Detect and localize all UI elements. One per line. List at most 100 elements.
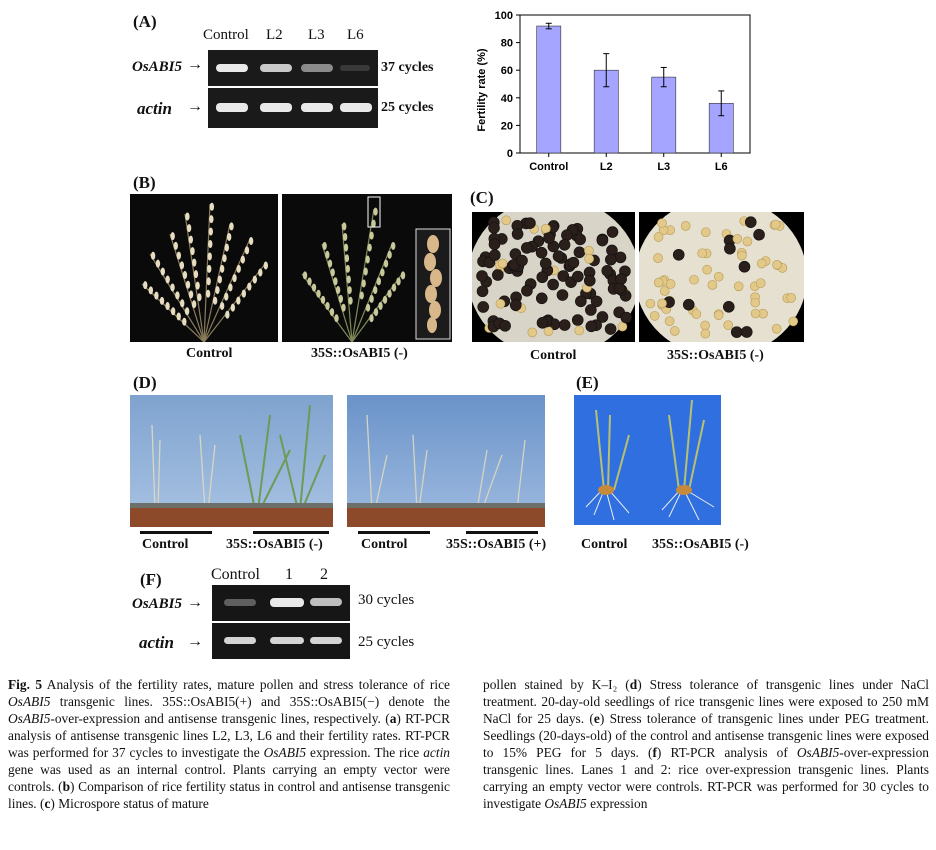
seed bbox=[206, 264, 212, 273]
panel-b-caption-antisense: 35S::OsABI5 (-) bbox=[311, 346, 408, 361]
pollen-grain bbox=[476, 270, 488, 282]
y-tick-label: 60 bbox=[501, 65, 513, 77]
x-tick-label: L3 bbox=[657, 161, 670, 173]
lane-label-l6: L6 bbox=[347, 27, 364, 43]
pollen-grain bbox=[572, 270, 584, 283]
pollen-grain bbox=[645, 298, 656, 309]
gel-band bbox=[224, 637, 256, 644]
seed bbox=[185, 212, 190, 221]
caption-text: e bbox=[593, 711, 600, 726]
caption-text: actin bbox=[423, 745, 450, 760]
seed bbox=[365, 303, 371, 312]
pollen-grain bbox=[604, 323, 617, 335]
seed bbox=[225, 310, 230, 319]
y-tick-label: 0 bbox=[507, 148, 513, 160]
peg-photo bbox=[574, 395, 721, 525]
caption-text: ) Comparison of rice fertility status in… bbox=[8, 779, 450, 811]
gel-band bbox=[301, 64, 333, 72]
pollen-grain bbox=[682, 298, 695, 311]
panel-d-caption-control-2: Control bbox=[361, 537, 408, 552]
pollen-grain bbox=[488, 238, 501, 251]
pollen-grain bbox=[543, 326, 554, 337]
seed bbox=[224, 292, 229, 301]
seed bbox=[380, 268, 385, 277]
pollen-grain bbox=[511, 228, 524, 240]
pollen-grain bbox=[536, 317, 549, 329]
seed bbox=[376, 277, 381, 286]
panel-f-label: (F) bbox=[140, 570, 162, 589]
seed bbox=[224, 243, 229, 252]
seedling-illustration bbox=[130, 404, 333, 527]
caption-text: pollen stained by K–I₂ ( bbox=[483, 677, 630, 692]
seed bbox=[175, 291, 180, 300]
pollen-grain bbox=[585, 320, 598, 333]
gel-row-actin bbox=[212, 623, 350, 659]
seed bbox=[182, 271, 188, 280]
seed bbox=[193, 270, 199, 279]
pollen-grain bbox=[573, 246, 586, 259]
panicle-illustration bbox=[301, 196, 451, 342]
seed bbox=[219, 301, 225, 310]
lane-label-1: 1 bbox=[285, 566, 293, 583]
pollen-grain bbox=[596, 234, 609, 247]
pollen-grain bbox=[740, 326, 753, 338]
caption-text: -over-expression transgenic lines. Lanes… bbox=[483, 745, 929, 811]
caption-text: expression bbox=[586, 796, 648, 811]
pollen-grain bbox=[477, 301, 490, 313]
pollen-grain bbox=[691, 309, 702, 319]
pollen-grain bbox=[672, 248, 685, 261]
pollen-grain bbox=[657, 298, 667, 309]
pollen-grain bbox=[702, 264, 712, 275]
seed bbox=[391, 283, 397, 292]
caption-text: ) RT-PCR analysis of bbox=[656, 745, 797, 760]
panel-c-caption-control: Control bbox=[530, 348, 577, 363]
gel-band bbox=[310, 598, 342, 606]
pollen-grain bbox=[669, 326, 680, 336]
lane-label-l2: L2 bbox=[266, 27, 283, 43]
pollen-grain bbox=[584, 245, 594, 256]
arrow-icon: → bbox=[187, 56, 203, 73]
gel-band bbox=[340, 65, 370, 71]
pollen-grain bbox=[700, 227, 711, 238]
pollen-grain bbox=[527, 327, 538, 338]
gene-label-osabi5: OsABI5 bbox=[132, 59, 183, 75]
gene-label-actin: actin bbox=[137, 99, 172, 118]
pollen-grain bbox=[755, 278, 766, 288]
pollen-grain bbox=[613, 282, 626, 295]
seed bbox=[343, 243, 349, 252]
pollen-grain bbox=[700, 320, 710, 331]
caption-text: Analysis of the fertility rates, mature … bbox=[42, 677, 450, 692]
antisense-panicle-photo bbox=[282, 194, 452, 342]
seed bbox=[345, 264, 350, 273]
seed bbox=[373, 308, 379, 317]
cycles-label-actin: 25 cycles bbox=[381, 100, 434, 115]
seed bbox=[229, 222, 234, 231]
seedling-illustration bbox=[585, 399, 715, 521]
seed bbox=[230, 303, 236, 312]
pollen-grain bbox=[539, 257, 552, 270]
y-tick-label: 40 bbox=[501, 93, 513, 105]
pollen-grain bbox=[733, 281, 744, 292]
seed bbox=[195, 281, 200, 290]
seed bbox=[170, 232, 175, 241]
pollen-grain bbox=[724, 242, 736, 255]
pollen-grain bbox=[723, 320, 734, 330]
pollen-illustration bbox=[472, 212, 635, 342]
gel-band bbox=[270, 637, 304, 644]
seed bbox=[378, 301, 383, 310]
pollen-grain bbox=[558, 238, 571, 251]
panel-d-caption-control-1: Control bbox=[142, 537, 189, 552]
seed bbox=[192, 258, 197, 267]
seed bbox=[176, 312, 181, 321]
arrow-icon: → bbox=[187, 98, 203, 115]
figure-caption-left: Fig. 5 Analysis of the fertility rates, … bbox=[8, 676, 450, 812]
seed bbox=[212, 296, 218, 305]
control-panicle-photo bbox=[130, 194, 278, 342]
control-pollen-photo bbox=[472, 212, 635, 342]
bar bbox=[651, 76, 677, 154]
pollen-grain bbox=[543, 232, 555, 244]
seed bbox=[182, 317, 187, 326]
group-bar bbox=[140, 531, 212, 534]
seed bbox=[369, 314, 374, 323]
seed bbox=[369, 294, 374, 303]
